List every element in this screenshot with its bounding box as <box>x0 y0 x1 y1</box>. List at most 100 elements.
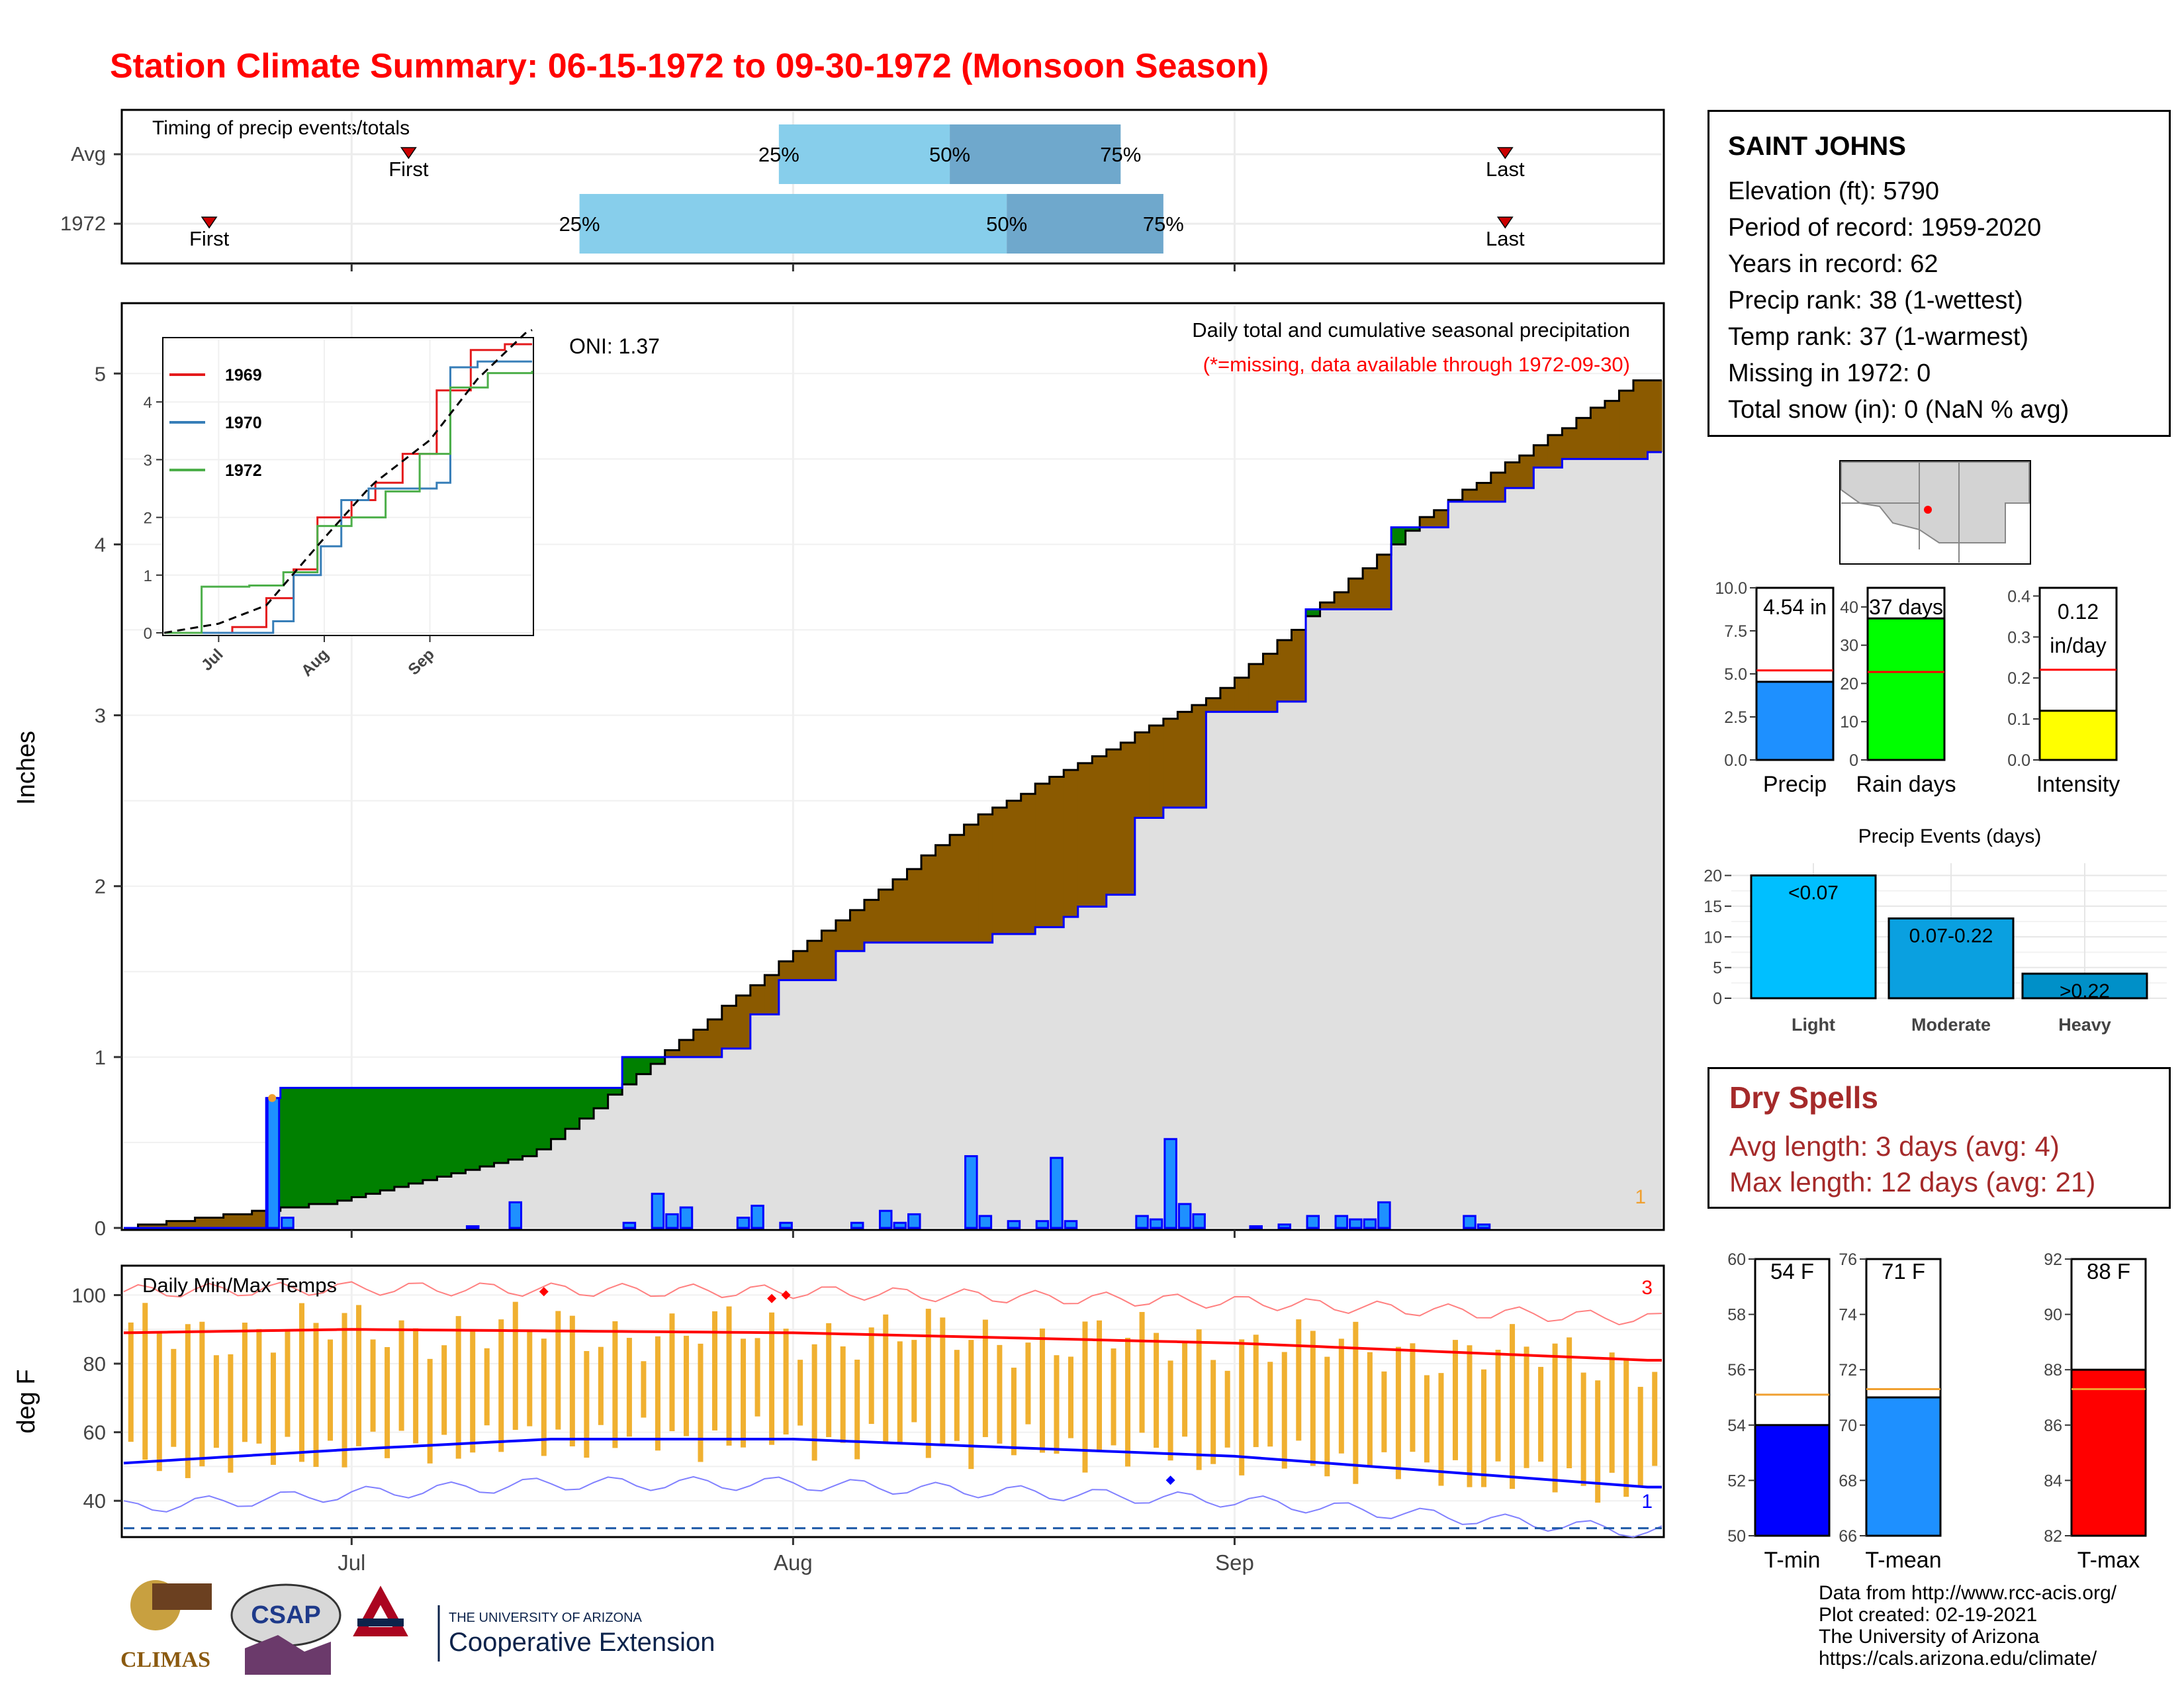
tsum-y-tick-label: 68 <box>1839 1472 1857 1490</box>
climas-logo: CLIMAS <box>120 1580 212 1672</box>
tsum-y-tick-label: 54 <box>1727 1417 1746 1435</box>
station-missing: Missing in 1972: 0 <box>1728 359 1931 387</box>
cumulative-deficit-band <box>1547 435 1563 468</box>
daily-temp-bar <box>341 1313 347 1468</box>
precip-y-tick-label: 0 <box>95 1217 106 1240</box>
cumulative-deficit-band <box>152 1224 167 1228</box>
cumulative-base-band <box>1547 467 1563 1228</box>
date-axis: Jul Aug Sep <box>338 1537 1254 1575</box>
daily-precip-bar <box>736 1217 751 1229</box>
cumulative-deficit-band <box>251 1211 267 1228</box>
summary-y-tick-label: 0.4 <box>2007 587 2030 606</box>
summary-name-label: Precip <box>1763 772 1827 797</box>
cumulative-surplus-band <box>365 1088 381 1194</box>
cumulative-base-band <box>1220 712 1236 1228</box>
daily-temp-bar <box>1239 1339 1245 1476</box>
daily-temp-bar <box>370 1339 376 1432</box>
record-temp-marker <box>539 1287 549 1297</box>
cumulative-surplus-band <box>636 1056 651 1074</box>
daily-precip-bar <box>1334 1215 1349 1229</box>
inset-legend-label: 1970 <box>225 414 262 432</box>
daily-temp-bar <box>1410 1343 1416 1452</box>
cumulative-base-band <box>323 1203 338 1228</box>
cumulative-base-band <box>1064 917 1079 1228</box>
oni-label: ONI: 1.37 <box>569 334 660 358</box>
cumulative-base-band <box>451 1173 467 1228</box>
tsum-name-label: T-max <box>2077 1548 2140 1573</box>
cumulative-surplus-band <box>337 1088 352 1201</box>
tsum-y-tick-label: 72 <box>1839 1361 1857 1380</box>
summary-y-tick-label: 7.5 <box>1724 622 1747 641</box>
cumulative-deficit-band <box>679 1040 694 1057</box>
cumulative-surplus-band <box>651 1056 666 1064</box>
cumulative-deficit-band <box>1248 664 1264 712</box>
cumulative-base-band <box>1604 459 1620 1229</box>
cumulative-base-band <box>1505 488 1520 1228</box>
daily-precip-bar <box>1477 1223 1491 1229</box>
daily-precip-bar <box>665 1213 679 1229</box>
csap-logo-mountains <box>245 1635 331 1675</box>
daily-temp-bar <box>1381 1371 1387 1452</box>
cumulative-base-band <box>1576 459 1592 1229</box>
cumulative-base-band <box>721 1048 737 1228</box>
cumulative-deficit-band <box>1291 630 1306 702</box>
daily-temp-bar <box>683 1335 689 1436</box>
map-region <box>1841 461 2030 543</box>
precip-y-tick-label: 4 <box>95 533 106 556</box>
tsum-name-label: T-min <box>1764 1548 1821 1573</box>
daily-precip-bar <box>1177 1203 1192 1229</box>
daily-precip-bar <box>1135 1215 1149 1229</box>
cumulative-deficit-band <box>1106 749 1121 895</box>
cumulative-base-band <box>1021 933 1036 1228</box>
cumulative-base-band <box>479 1166 495 1228</box>
cumulative-surplus-band <box>308 1088 324 1204</box>
temp-content: 40 60 80 100 <box>71 1268 1662 1538</box>
cumulative-base-band <box>793 980 808 1228</box>
daily-temp-bar <box>555 1311 561 1430</box>
timing-q25-label: 25% <box>559 212 600 236</box>
cumulative-deficit-band <box>721 1006 737 1049</box>
cumulative-base-band <box>1163 807 1178 1228</box>
cumulative-base-band <box>465 1170 480 1228</box>
cumulative-base-band <box>622 1084 637 1228</box>
daily-precip-bar <box>1349 1218 1363 1229</box>
cumulative-deficit-band <box>1576 418 1592 459</box>
cumulative-surplus-band <box>537 1088 552 1150</box>
daily-temp-bar <box>1637 1387 1643 1488</box>
events-category-label: Moderate <box>1911 1015 1991 1035</box>
precip-corner-note: 1 <box>1635 1186 1646 1208</box>
daily-precip-bar <box>1249 1225 1263 1229</box>
daily-precip-bar <box>907 1213 921 1229</box>
station-years: Years in record: 62 <box>1728 250 1938 278</box>
cumulative-base-band <box>380 1190 395 1228</box>
dry-spells-avg: Avg length: 3 days (avg: 4) <box>1729 1131 2060 1162</box>
daily-temp-bar <box>328 1339 334 1441</box>
summary-name-label: Rain days <box>1856 772 1956 797</box>
inset-series-1972 <box>164 371 533 634</box>
cumulative-deficit-band <box>1149 726 1164 818</box>
temp-y-label: deg F <box>13 1369 40 1433</box>
cumulative-deficit-band <box>907 868 922 943</box>
cumulative-surplus-band <box>394 1088 409 1188</box>
events-category-label: Heavy <box>2058 1015 2111 1035</box>
daily-precip-bar <box>281 1217 295 1229</box>
cumulative-base-band <box>1334 609 1349 1228</box>
summary-y-tick-label: 0.0 <box>1724 751 1747 770</box>
cumulative-base-band <box>992 933 1007 1228</box>
cumulative-deficit-band <box>807 941 823 980</box>
daily-temp-bar <box>1538 1366 1544 1462</box>
daily-precip-bar <box>1277 1223 1292 1229</box>
daily-precip-bar <box>1035 1220 1050 1229</box>
tsum-y-tick-label: 84 <box>2044 1472 2062 1490</box>
record-temp-marker <box>1165 1476 1175 1485</box>
summary-y-tick-label: 40 <box>1840 598 1858 617</box>
daily-temp-bar <box>171 1348 177 1447</box>
events-bar-label: <0.07 <box>1788 882 1839 904</box>
cumulative-base-band <box>693 1056 708 1228</box>
cumulative-base-band <box>1306 616 1321 1228</box>
daily-temp-bar <box>1210 1360 1216 1464</box>
cumulative-deficit-band <box>1320 602 1335 610</box>
cumulative-surplus-band <box>451 1088 467 1174</box>
cumulative-deficit-band <box>1590 407 1606 459</box>
